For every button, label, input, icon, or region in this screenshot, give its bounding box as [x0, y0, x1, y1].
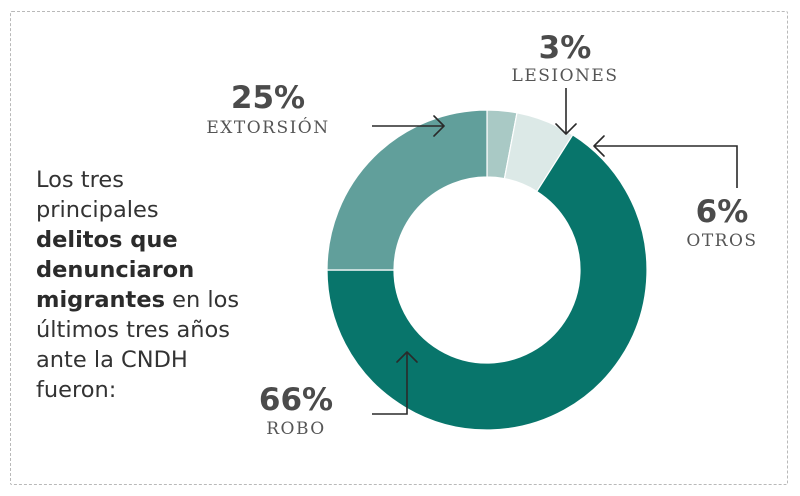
intro-line-3-bold: delitos que: [36, 227, 178, 253]
arrow-robo: [372, 351, 418, 415]
label-robo-cat: ROBO: [266, 419, 325, 439]
intro-line-8: fueron:: [36, 377, 117, 403]
intro-line-6: últimos tres años: [36, 317, 230, 343]
intro-line-7: ante la CNDH: [36, 347, 188, 373]
intro-line-5-bold: migrantes: [36, 287, 165, 313]
intro-line-3: delitos que: [36, 225, 266, 255]
intro-line-4-bold: denunciaron: [36, 257, 195, 283]
label-extorsion-pct: 25%: [231, 80, 305, 116]
arrow-otros: [593, 135, 738, 188]
label-lesiones-cat: LESIONES: [512, 66, 619, 86]
chart-frame: [10, 11, 788, 485]
label-otros-pct: 6%: [696, 194, 749, 230]
label-extorsion-cat: EXTORSIÓN: [206, 117, 329, 138]
intro-text: Los tres principales delitos que denunci…: [36, 165, 266, 405]
intro-line-2: principales: [36, 197, 159, 223]
intro-line-5: migrantes en los: [36, 285, 266, 315]
arrow-lesiones: [555, 88, 577, 135]
intro-line-1: Los tres: [36, 167, 124, 193]
label-robo-pct: 66%: [259, 382, 333, 418]
donut-slices: [326, 109, 648, 431]
slice-extorsion: [326, 109, 488, 271]
intro-line-4: denunciaron: [36, 255, 266, 285]
label-otros-cat: OTROS: [686, 231, 757, 251]
intro-line-5-rest: en los: [164, 287, 240, 313]
arrow-extorsion: [372, 115, 445, 137]
label-lesiones-pct: 3%: [539, 30, 592, 66]
